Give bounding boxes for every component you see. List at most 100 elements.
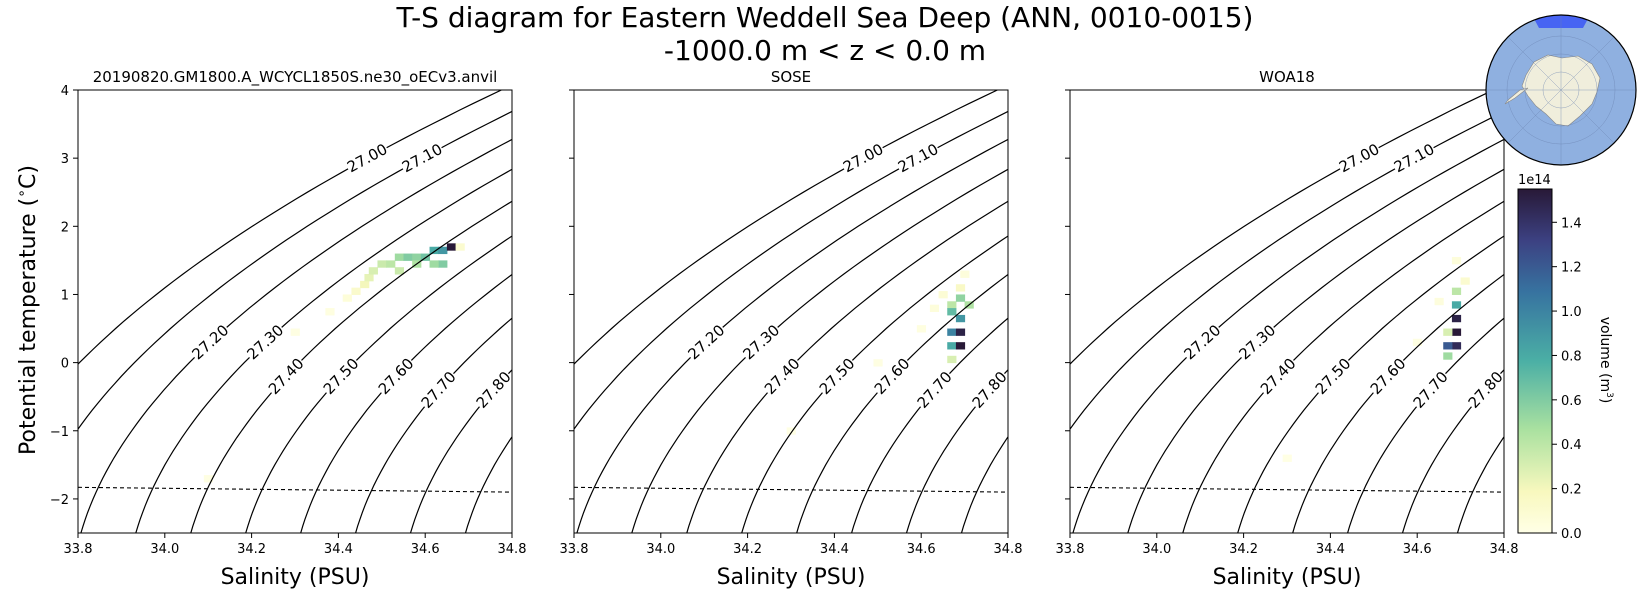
heatmap-cell (290, 328, 300, 336)
heatmap-cell (351, 287, 361, 295)
isopycnal-27.70 (851, 317, 1008, 533)
figure-subtitle: -1000.0 m < z < 0.0 m (664, 34, 986, 67)
x-axis-label: Salinity (PSU) (1213, 565, 1362, 590)
heatmap-cell (1451, 314, 1462, 323)
isopycnal-label: 27.10 (399, 140, 445, 176)
x-tick-label: 34.6 (1403, 542, 1432, 557)
heatmap-cell (412, 253, 422, 261)
isopycnal-27.40 (686, 200, 1008, 533)
x-tick-label: 34.6 (907, 542, 936, 557)
isopycnal-27.10 (1070, 110, 1504, 431)
heatmap-cell (386, 260, 396, 268)
heatmap-cell (1451, 301, 1462, 309)
colorbar-tick-label: 1.4 (1561, 216, 1582, 231)
x-tick-label: 33.8 (560, 542, 589, 557)
x-tick-label: 34.4 (820, 542, 849, 557)
isopycnal-27.60 (300, 273, 512, 533)
heatmap-cell (947, 301, 957, 309)
inset-map-peninsula (1504, 87, 1529, 105)
isopycnal-27.20 (1072, 138, 1504, 533)
freezing-line (78, 486, 512, 493)
isopycnal-27.20 (80, 138, 512, 533)
heatmap-cell (1451, 328, 1462, 336)
isopycnal-27.60 (1292, 273, 1504, 533)
heatmap-cell (203, 475, 214, 483)
isopycnal-label: 27.70 (418, 368, 460, 412)
plot-frame (77, 89, 513, 534)
heatmap-cell (938, 291, 948, 299)
isopycnal-label: 27.50 (816, 355, 859, 398)
x-tick-label: 34.8 (498, 542, 527, 557)
inset-map-border (1485, 14, 1637, 166)
panel-title: 20190820.GM1800.A_WCYCL1850S.ne30_oECv3.… (93, 68, 498, 87)
panel-title: SOSE (771, 68, 811, 86)
heatmap-cell (364, 274, 374, 282)
y-tick-label: 4 (61, 84, 69, 99)
isopycnal-27.30 (1127, 168, 1504, 533)
x-axis-label: Salinity (PSU) (221, 565, 370, 590)
heatmap-cell (960, 270, 970, 278)
isopycnal-label: 27.20 (685, 321, 729, 363)
isopycnal-27.90 (464, 435, 512, 533)
figure-title: T-S diagram for Eastern Weddell Sea Deep… (396, 1, 1254, 34)
x-tick-label: 34.2 (1229, 542, 1258, 557)
inset-map-graticule (1486, 15, 1636, 165)
isopycnal-27.40 (1182, 200, 1504, 533)
heatmap-cell (947, 308, 957, 316)
x-tick-label: 34.2 (733, 542, 762, 557)
y-tick-label: −2 (50, 493, 69, 508)
isopycnal-27.10 (574, 110, 1008, 431)
isopycnal-27.50 (741, 235, 1008, 533)
heatmap-cell (947, 328, 957, 336)
y-tick-label: 1 (61, 288, 69, 303)
heatmap-cell (438, 260, 448, 268)
isopycnal-label: 27.60 (1367, 355, 1410, 398)
isopycnal-label: 27.30 (243, 321, 287, 363)
colorbar-gradient (1517, 188, 1553, 534)
isopycnal-label: 27.80 (969, 368, 1011, 412)
isopycnal-27.70 (355, 317, 512, 533)
isopycnal-label: 27.10 (1391, 140, 1437, 176)
heatmap-cell (947, 355, 957, 364)
heatmap-cell (955, 328, 966, 336)
x-tick-label: 34.6 (411, 542, 440, 557)
isopycnal-label: 27.00 (344, 140, 390, 176)
heatmap-cell (1412, 338, 1423, 347)
plot-frame (1069, 89, 1505, 534)
isopycnal-label: 27.70 (1410, 368, 1452, 412)
heatmap-cell (916, 325, 927, 333)
heatmap-cell (1443, 352, 1453, 360)
isopycnal-28.00 (1016, 90, 1546, 533)
heatmap-cell (955, 342, 966, 350)
colorbar-label: volume (m3) (1597, 317, 1614, 404)
heatmap-cell (1451, 287, 1462, 295)
inset-map (1485, 14, 1637, 166)
heatmap-cell (342, 294, 352, 302)
freezing-line (574, 486, 1008, 493)
x-tick-label: 34.4 (1316, 542, 1345, 557)
isopycnal-27.80 (1401, 368, 1504, 533)
heatmap-cell (1434, 297, 1444, 306)
isopycnal-27.50 (245, 235, 512, 533)
x-tick-label: 34.0 (150, 542, 179, 557)
heatmap-cell (929, 304, 940, 312)
isopycnal-27.80 (409, 368, 512, 533)
heatmap-cell (1451, 342, 1462, 350)
isopycnal-label: 27.40 (1257, 355, 1300, 398)
x-tick-label: 34.4 (324, 542, 353, 557)
isopycnal-label: 27.20 (189, 321, 233, 363)
heatmap-cell (786, 427, 796, 435)
isopycnal-label: 27.30 (739, 321, 783, 363)
heatmap-cell (325, 308, 335, 316)
colorbar-tick-label: 1.2 (1561, 261, 1582, 276)
heatmap-cell (1443, 342, 1453, 350)
isopycnal-label: 27.80 (473, 368, 515, 412)
x-tick-label: 34.8 (994, 542, 1023, 557)
isopycnal-27.30 (135, 168, 512, 533)
isopycnal-label: 27.50 (320, 355, 363, 398)
heatmap-cell (429, 246, 439, 255)
